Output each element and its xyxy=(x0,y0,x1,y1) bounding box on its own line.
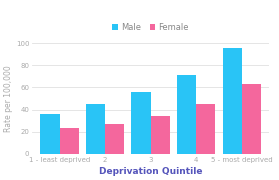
Y-axis label: Rate per 100,000: Rate per 100,000 xyxy=(4,65,13,132)
X-axis label: Deprivation Quintile: Deprivation Quintile xyxy=(99,167,202,176)
Bar xyxy=(242,84,261,154)
Legend: Male, Female: Male, Female xyxy=(112,23,189,32)
Bar xyxy=(177,75,196,154)
Bar xyxy=(223,48,242,154)
Bar xyxy=(196,104,215,154)
Bar xyxy=(105,124,124,154)
Bar xyxy=(59,128,79,154)
Bar xyxy=(131,92,151,154)
Bar xyxy=(86,104,105,154)
Bar xyxy=(151,116,170,154)
Bar xyxy=(40,114,59,154)
